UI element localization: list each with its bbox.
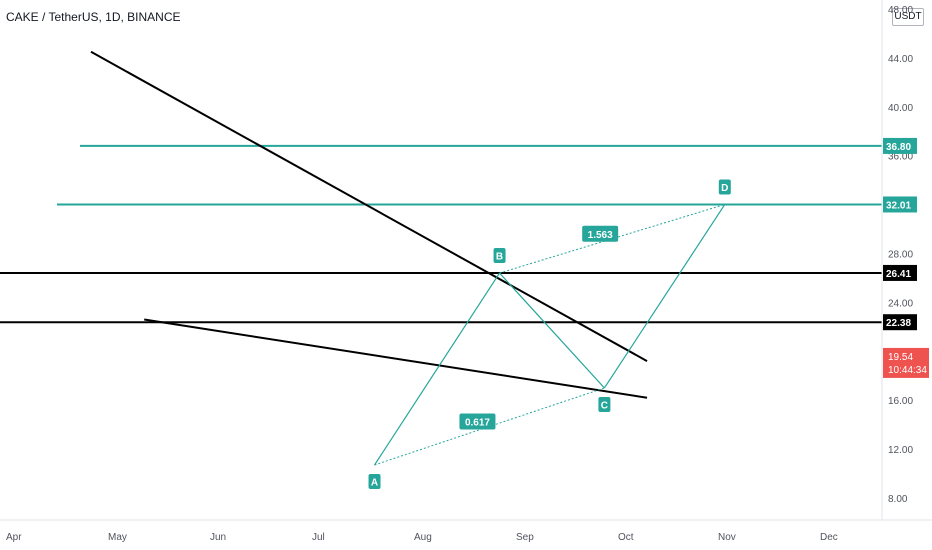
x-tick-label: Jul (312, 532, 325, 543)
y-tick-label: 48.00 (888, 5, 913, 16)
level-price-tag (883, 196, 917, 213)
pattern-point-label: A (371, 477, 378, 488)
x-tick-label: Dec (820, 532, 838, 543)
level-price-label: 36.80 (886, 142, 911, 153)
lower-trendline (144, 318, 648, 399)
y-tick-label: 8.00 (888, 494, 908, 505)
descending-trendline (90, 50, 648, 362)
pattern-point-label: B (496, 252, 503, 263)
ratio-label: 0.617 (465, 417, 490, 428)
y-tick-label: 24.00 (888, 298, 913, 309)
ratio-tag (459, 413, 496, 430)
pattern-point-tag (493, 248, 506, 264)
y-tick-label: 16.00 (888, 396, 913, 407)
pattern-leg (374, 272, 501, 466)
x-tick-label: Sep (516, 532, 534, 543)
pattern-point-tag (368, 473, 381, 489)
y-tick-label: 28.00 (888, 250, 913, 261)
x-tick-label: Apr (6, 532, 22, 543)
currency-badge[interactable]: USDT (892, 8, 924, 26)
x-tick-label: Aug (414, 532, 432, 543)
level-price-label: 22.38 (886, 318, 911, 329)
chart-title: CAKE / TetherUS, 1D, BINANCE (6, 10, 181, 24)
pattern-point-tag (718, 179, 731, 195)
y-tick-label: 12.00 (888, 445, 913, 456)
last-price-tag (883, 347, 929, 378)
pattern-point-label: C (601, 400, 608, 411)
y-tick-label: 40.00 (888, 103, 913, 114)
ratio-tag (582, 225, 619, 242)
pattern-leg (499, 272, 605, 389)
level-price-tag (883, 314, 917, 331)
y-tick-label: 36.00 (888, 152, 913, 163)
level-price-tag (883, 264, 917, 281)
y-tick-label: 44.00 (888, 54, 913, 65)
last-price-label: 19.54 (888, 352, 913, 363)
x-tick-label: Oct (618, 532, 634, 543)
drawings-layer: A B C D 1.563 0.617 (0, 50, 882, 489)
x-tick-label: May (108, 532, 127, 543)
countdown-label: 10:44:34 (888, 365, 927, 376)
level-price-label: 26.41 (886, 269, 911, 280)
x-tick-label: Jun (210, 532, 226, 543)
x-tick-label: Nov (718, 532, 736, 543)
pattern-leg (603, 204, 726, 389)
ratio-label: 1.563 (588, 230, 613, 241)
pattern-point-label: D (721, 183, 728, 194)
level-price-label: 32.01 (886, 200, 911, 211)
pattern-point-tag (598, 396, 611, 412)
level-price-tag (883, 137, 917, 154)
